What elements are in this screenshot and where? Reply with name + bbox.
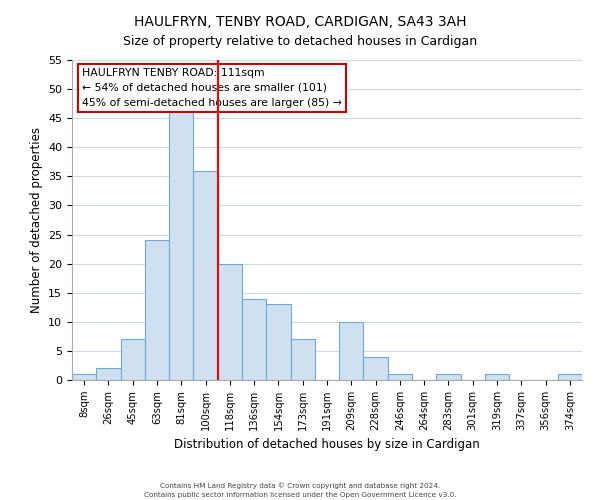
X-axis label: Distribution of detached houses by size in Cardigan: Distribution of detached houses by size … [174,438,480,452]
Text: HAULFRYN TENBY ROAD: 111sqm
← 54% of detached houses are smaller (101)
45% of se: HAULFRYN TENBY ROAD: 111sqm ← 54% of det… [82,68,342,108]
Y-axis label: Number of detached properties: Number of detached properties [29,127,43,313]
Bar [364,356,388,380]
Text: HAULFRYN, TENBY ROAD, CARDIGAN, SA43 3AH: HAULFRYN, TENBY ROAD, CARDIGAN, SA43 3AH [134,15,466,29]
Text: Size of property relative to detached houses in Cardigan: Size of property relative to detached ho… [123,35,477,48]
Bar [193,170,218,380]
Bar [72,374,96,380]
Bar [339,322,364,380]
Bar [388,374,412,380]
Bar [290,340,315,380]
Bar [242,298,266,380]
Bar [558,374,582,380]
Bar [266,304,290,380]
Bar [169,112,193,380]
Text: Contains HM Land Registry data © Crown copyright and database right 2024.
Contai: Contains HM Land Registry data © Crown c… [144,482,456,498]
Bar [145,240,169,380]
Bar [121,340,145,380]
Bar [436,374,461,380]
Bar [96,368,121,380]
Bar [485,374,509,380]
Bar [218,264,242,380]
